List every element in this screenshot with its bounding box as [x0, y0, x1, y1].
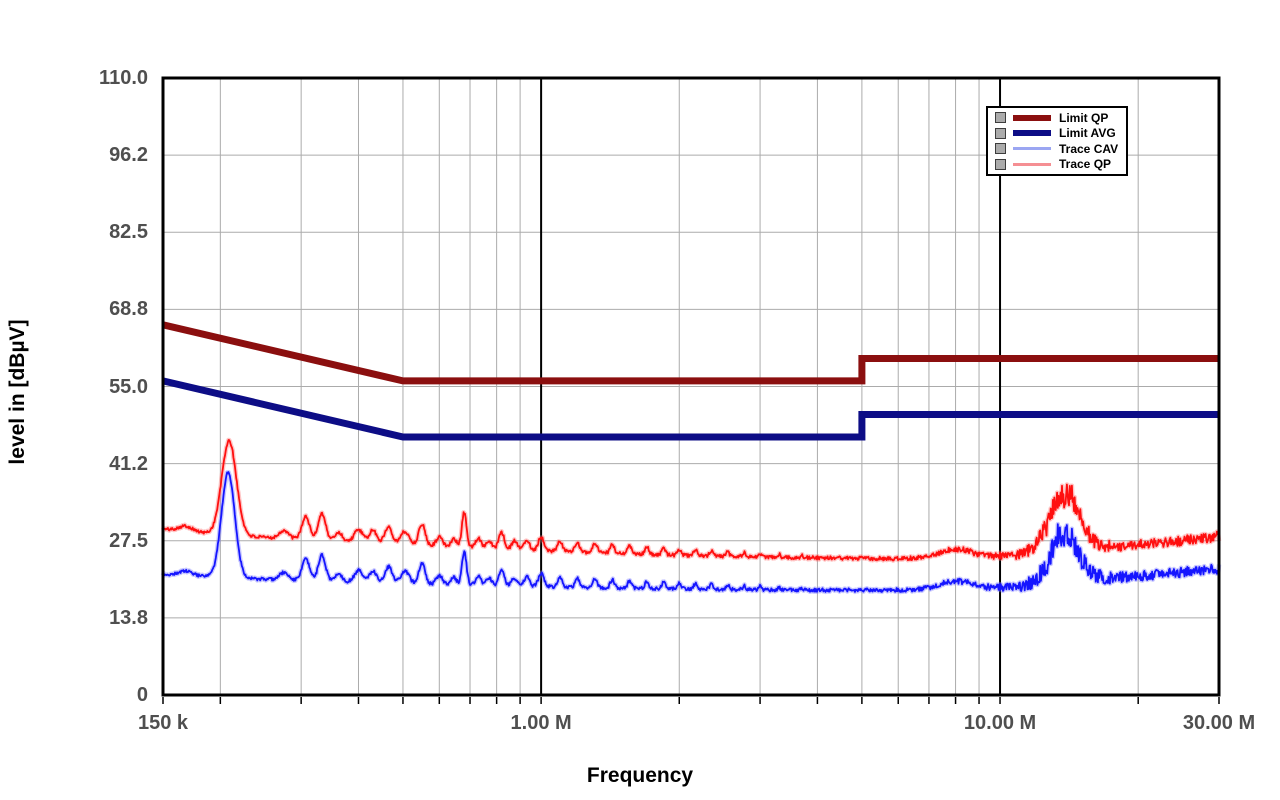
- y-tick-label: 55.0: [109, 375, 148, 398]
- x-tick-label: 1.00 M: [510, 712, 572, 734]
- y-tick-label: 68.8: [109, 298, 148, 321]
- trace-trace-qp-line: [160, 437, 1222, 563]
- plot-frame: [161, 76, 1221, 697]
- limit-limit-qp-line: [162, 321, 1219, 385]
- y-tick-label: 41.2: [109, 452, 148, 475]
- x-axis-title: Frequency: [586, 764, 694, 787]
- x-tick-label: 30.00 M: [1182, 712, 1256, 734]
- legend-item-label: Trace CAV: [1059, 141, 1119, 156]
- legend-item-label: Trace QP: [1059, 157, 1112, 172]
- x-tick-label: 150 k: [137, 712, 189, 734]
- y-axis-title: level in [dBµV]: [6, 319, 29, 465]
- legend-swatch-button[interactable]: [995, 143, 1006, 155]
- legend-item-trace-qp: Trace QP: [988, 157, 1126, 172]
- y-tick-label: 82.5: [109, 221, 148, 244]
- limit-limit-avg-line: [162, 377, 1219, 441]
- legend-line-sample: [1013, 114, 1051, 121]
- y-tick-label: 96.2: [109, 144, 148, 167]
- legend-swatch-button[interactable]: [995, 158, 1006, 170]
- y-tick-label: 27.5: [109, 529, 148, 552]
- legend-line-sample: [1013, 130, 1051, 137]
- y-tick-label: 0: [136, 684, 148, 706]
- legend-line-sample: [1013, 147, 1051, 151]
- legend: Limit QP Limit AVG Trace CAV Trace QP: [986, 106, 1128, 176]
- legend-item-label: Limit AVG: [1059, 126, 1116, 141]
- legend-swatch-button[interactable]: [995, 127, 1006, 139]
- x-tick-marks: [162, 697, 1220, 704]
- legend-item-trace-cav: Trace CAV: [988, 141, 1126, 156]
- legend-swatch-button[interactable]: [995, 112, 1006, 124]
- x-gridlines: [219, 78, 1139, 695]
- legend-item-limit-qp: Limit QP: [988, 110, 1126, 125]
- legend-line-sample: [1013, 162, 1051, 166]
- x-tick-label: 10.00 M: [963, 712, 1037, 734]
- legend-item-label: Limit QP: [1059, 110, 1109, 125]
- y-gridlines: [163, 154, 1219, 619]
- y-tick-label: 110.0: [99, 67, 148, 89]
- legend-item-limit-avg: Limit AVG: [988, 126, 1126, 141]
- y-tick-label: 13.8: [109, 606, 148, 629]
- trace-trace-cav-line: [160, 469, 1222, 595]
